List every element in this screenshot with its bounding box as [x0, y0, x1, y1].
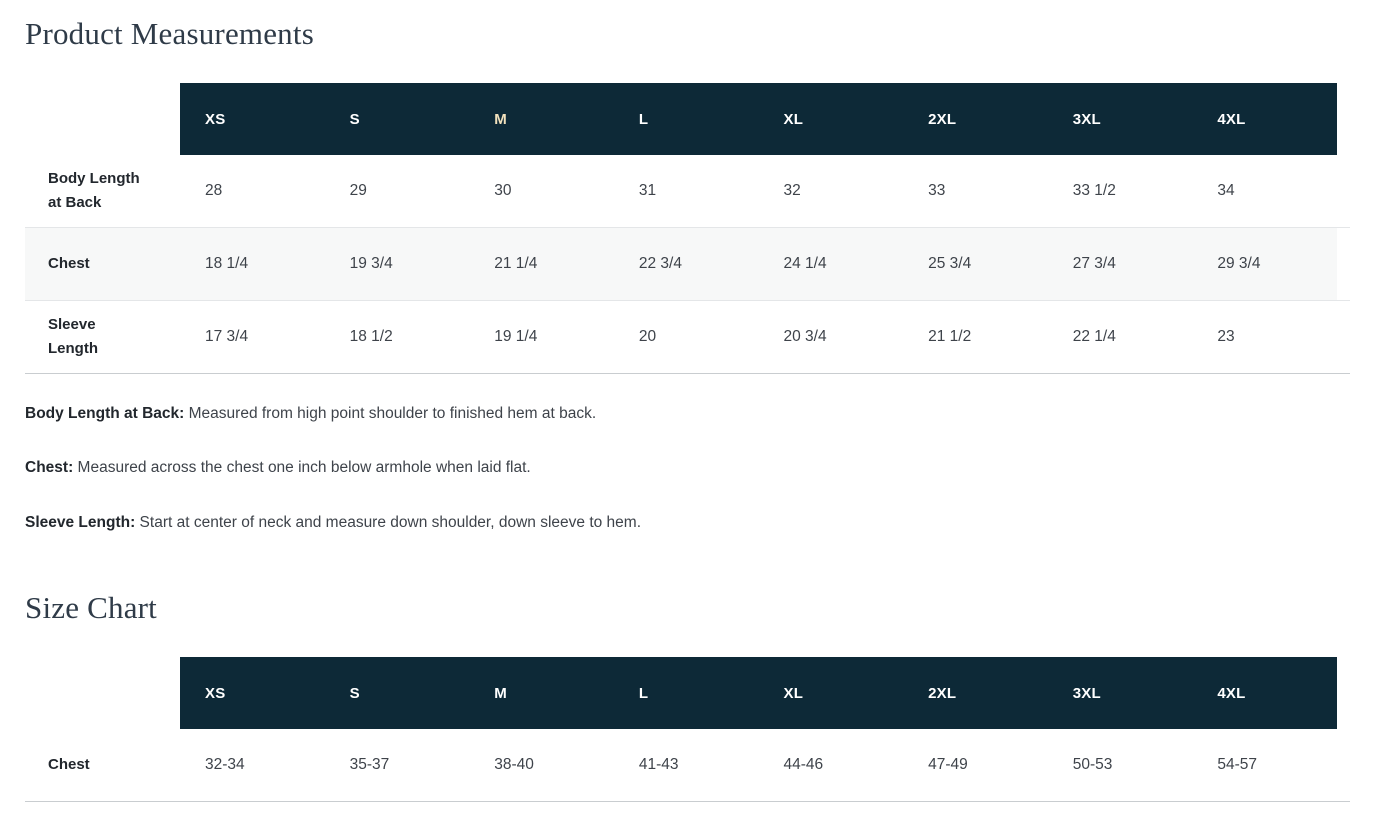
definition-term: Chest: — [25, 459, 74, 477]
size-column-header-l: L — [613, 83, 759, 155]
measurement-value: 19 3/4 — [349, 255, 393, 272]
measurement-value: 22 1/4 — [1072, 328, 1116, 345]
size-column-header-2xl: 2XL — [903, 657, 1048, 730]
measurement-value: 44-46 — [783, 756, 824, 774]
size-chart-table: XS S M L XL 2XL 3XL 4XL Chest 32-34 35-37 38-40 41-4… — [25, 657, 1350, 803]
measurement-value: 41-43 — [638, 756, 679, 774]
definition-term: Body Length at Back: — [25, 405, 185, 422]
measurement-value: 21 1/4 — [494, 255, 538, 272]
header-spacer — [25, 83, 180, 155]
row-label: Chest — [48, 255, 90, 272]
measurement-definitions: Body Length at Back: Measured from high … — [25, 403, 1350, 534]
size-column-header-4xl: 4XL — [1192, 83, 1337, 155]
measurement-value: 32 — [783, 182, 801, 199]
measurement-value: 30 — [494, 182, 512, 199]
measurement-value: 21 1/2 — [928, 328, 972, 345]
definition-body-length: Body Length at Back: Measured from high … — [25, 403, 1350, 425]
measurement-value: 23 — [1217, 328, 1235, 345]
measurement-value: 25 3/4 — [928, 255, 972, 272]
measurement-value: 24 1/4 — [783, 255, 827, 272]
measurement-value: 29 — [349, 182, 367, 199]
measurement-value: 27 3/4 — [1072, 255, 1116, 272]
definition-chest: Chest: Measured across the chest one inc… — [25, 457, 1350, 479]
definition-text: Measured from high point shoulder to fin… — [184, 405, 597, 422]
row-label: Chest — [48, 756, 90, 774]
definition-text: Measured across the chest one inch below… — [73, 459, 531, 477]
size-column-header-3xl: 3XL — [1047, 83, 1193, 155]
measurement-value: 18 1/2 — [349, 328, 393, 345]
size-column-header-s: S — [324, 657, 470, 730]
size-chart-title: Size Chart — [25, 590, 157, 626]
size-column-header-m: M — [469, 83, 614, 155]
page-content: Product Measurements XS S M L XL 2XL 3XL 4XL Bod… — [25, 0, 1350, 803]
size-column-header-xs: XS — [180, 83, 325, 155]
table-row: Sleeve Length 17 3/4 18 1/2 19 1/4 20 20 3/4 2… — [25, 301, 1350, 374]
measurement-value: 17 3/4 — [205, 328, 249, 345]
measurement-value: 47-49 — [928, 756, 968, 774]
row-label: Sleeve Length — [48, 316, 98, 357]
measurement-value: 34 — [1217, 182, 1235, 199]
measurement-value: 20 — [638, 328, 657, 345]
product-measurements-title: Product Measurements — [25, 16, 314, 51]
measurement-value: 28 — [205, 182, 223, 199]
size-column-header-s: S — [324, 83, 470, 155]
size-column-header-3xl: 3XL — [1047, 657, 1193, 730]
size-column-header-xl: XL — [758, 657, 904, 730]
size-column-header-xs: XS — [180, 657, 325, 730]
size-column-header-xl: XL — [758, 83, 904, 155]
definition-sleeve-length: Sleeve Length: Start at center of neck a… — [25, 512, 1350, 534]
table-row: Body Length at Back 28 29 30 31 32 33 33 1/2 34 — [25, 155, 1350, 228]
measurement-value: 33 — [928, 182, 946, 199]
measurement-value: 35-37 — [349, 756, 390, 774]
header-spacer — [25, 657, 180, 729]
measurement-value: 32-34 — [205, 756, 245, 774]
definition-term: Sleeve Length: — [25, 513, 136, 531]
size-column-header-m: M — [469, 657, 614, 730]
measurement-value: 33 1/2 — [1072, 182, 1116, 199]
measurement-value: 22 3/4 — [638, 255, 682, 272]
measurement-value: 20 3/4 — [783, 328, 827, 345]
size-column-header-2xl: 2XL — [903, 83, 1048, 155]
measurement-value: 18 1/4 — [205, 255, 249, 272]
table-header-row: XS S M L XL 2XL 3XL 4XL — [25, 83, 1350, 155]
definition-text: Start at center of neck and measure down… — [135, 513, 642, 531]
measurement-value: 50-53 — [1072, 756, 1113, 774]
size-column-header-4xl: 4XL — [1192, 657, 1337, 730]
row-label: Body Length at Back — [48, 170, 140, 211]
product-measurements-table: XS S M L XL 2XL 3XL 4XL Body Length at Back 28 29 3… — [25, 83, 1350, 374]
measurement-value: 54-57 — [1217, 756, 1258, 774]
measurement-value: 38-40 — [494, 756, 534, 774]
measurement-value: 19 1/4 — [494, 328, 538, 345]
table-row: Chest 18 1/4 19 3/4 21 1/4 22 3/4 24 1/4 25 3/… — [25, 228, 1350, 301]
measurement-value: 31 — [638, 182, 657, 199]
measurement-value: 29 3/4 — [1217, 255, 1261, 272]
size-column-header-l: L — [613, 657, 759, 730]
table-row: Chest 32-34 35-37 38-40 41-43 44-46 47-49 50-53… — [25, 729, 1350, 803]
table-header-row: XS S M L XL 2XL 3XL 4XL — [25, 657, 1350, 730]
